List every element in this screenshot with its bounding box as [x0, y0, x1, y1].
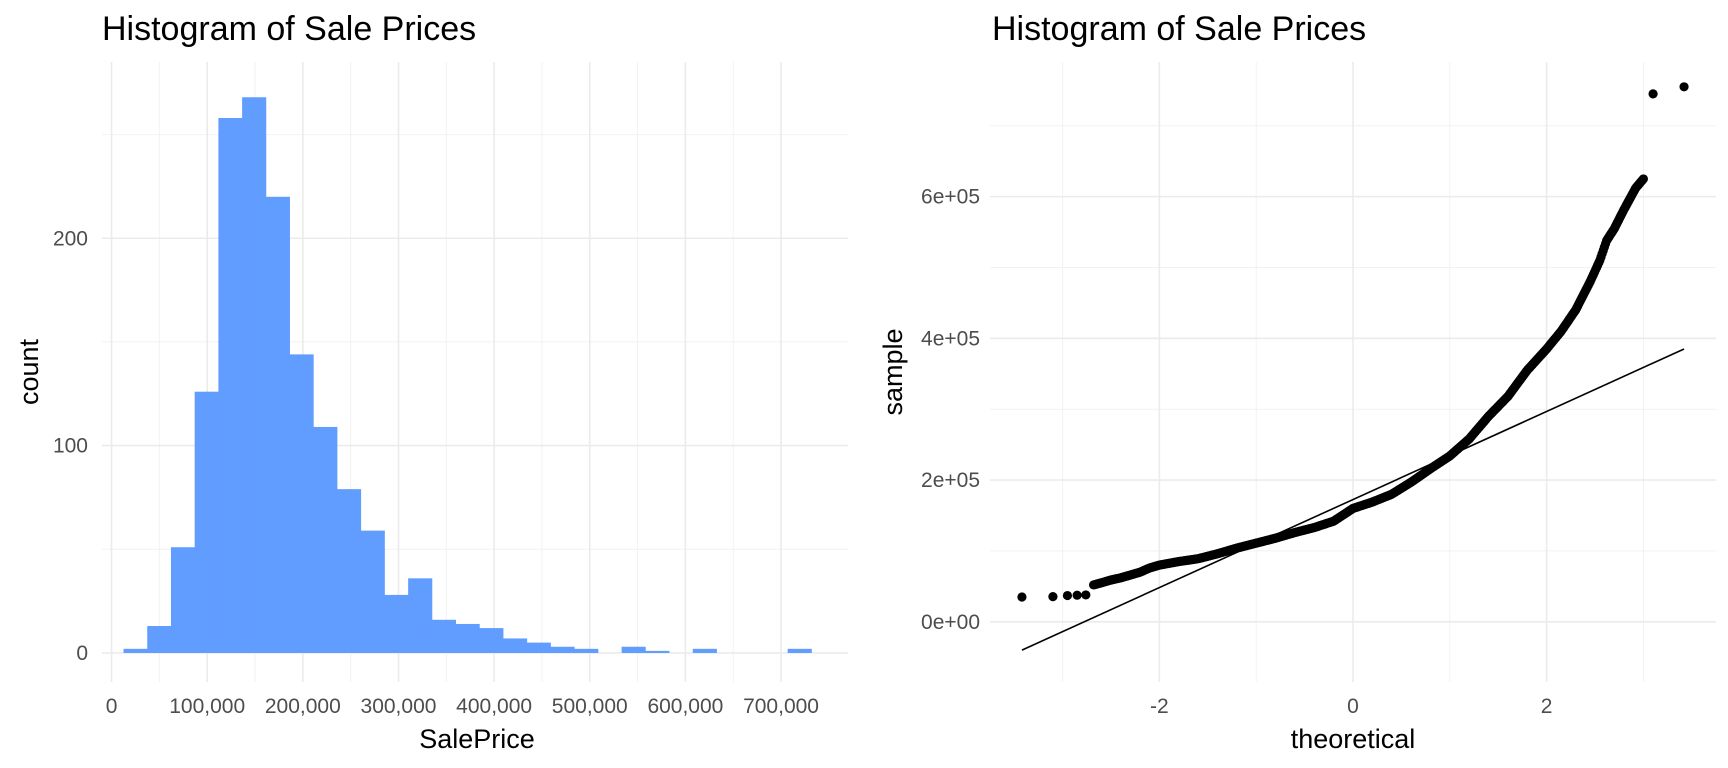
- histogram-bar: [479, 628, 504, 653]
- qq-point: [1648, 89, 1658, 99]
- histogram-y-tick-label: 100: [53, 435, 88, 458]
- qq-point: [1048, 592, 1058, 602]
- histogram-bar: [503, 638, 528, 653]
- histogram-bar: [147, 626, 172, 653]
- histogram-x-tick-label: 300,000: [361, 695, 437, 718]
- histogram-title: Histogram of Sale Prices: [102, 10, 476, 48]
- histogram-x-tick-label: 500,000: [552, 695, 628, 718]
- histogram-bar: [313, 426, 338, 653]
- qq-y-tick-label: 0e+00: [921, 611, 980, 634]
- qq-y-tick-label: 2e+05: [921, 469, 980, 492]
- qq-title: Histogram of Sale Prices: [992, 10, 1366, 48]
- histogram-bar: [336, 489, 362, 653]
- histogram-bar: [242, 97, 267, 653]
- qq-x-tick-label: 0: [1347, 695, 1359, 718]
- histogram-bar: [574, 648, 599, 653]
- qq-point: [1062, 590, 1073, 601]
- histogram-bar: [170, 547, 196, 653]
- qq-point: [1679, 82, 1689, 92]
- histogram-bar: [360, 530, 385, 653]
- histogram-bar: [550, 646, 575, 653]
- histogram-x-tick-label: 400,000: [456, 695, 532, 718]
- histogram-x-tick-labels: 0 100,000 200,000 300,000 400,000 500,000 600,…: [106, 695, 819, 718]
- histogram-bar: [455, 623, 480, 653]
- histogram-y-tick-label: 0: [76, 642, 88, 665]
- qq-gridlines: [990, 62, 1716, 682]
- qq-y-axis-title: sample: [878, 328, 908, 415]
- histogram-bar: [431, 619, 456, 653]
- qq-point: [1637, 175, 1647, 185]
- histogram-x-tick-label: 200,000: [265, 695, 341, 718]
- qq-points: [1017, 82, 1689, 602]
- histogram-x-axis-title: SalePrice: [419, 724, 535, 754]
- histogram-bar: [408, 578, 433, 653]
- histogram-y-tick-labels: 0 100 200: [53, 227, 88, 665]
- qq-point: [1081, 590, 1091, 600]
- histogram-bar: [289, 354, 314, 653]
- histogram-bar: [265, 196, 290, 653]
- histogram-x-tick-label: 0: [106, 695, 118, 718]
- histogram-bar: [526, 642, 551, 653]
- histogram-bar: [123, 648, 148, 653]
- qq-y-tick-labels: 0e+00 2e+05 4e+05 6e+05: [921, 186, 980, 634]
- histogram-bar: [621, 646, 646, 653]
- qq-x-tick-label: 2: [1541, 695, 1553, 718]
- histogram-bar: [218, 117, 243, 653]
- histogram-x-tick-label: 700,000: [743, 695, 819, 718]
- histogram-bar: [384, 594, 409, 653]
- histogram-panel: Histogram of Sale Prices 0 100,000 200,000…: [14, 10, 848, 754]
- qq-point: [1017, 592, 1027, 602]
- qq-point: [1072, 590, 1082, 600]
- qq-reference-line: [1021, 348, 1685, 651]
- qq-x-axis-title: theoretical: [1291, 724, 1416, 754]
- histogram-bar: [194, 391, 219, 653]
- qq-y-tick-label: 4e+05: [921, 327, 980, 350]
- qq-y-tick-label: 6e+05: [921, 186, 980, 209]
- qq-panel: Histogram of Sale Prices -2 0 2 0e+00 2e+05…: [878, 10, 1716, 754]
- histogram-x-tick-label: 600,000: [647, 695, 723, 718]
- histogram-bar: [787, 648, 812, 653]
- qq-reference-line-segment: [1021, 348, 1685, 651]
- histogram-bars: [123, 97, 812, 653]
- qq-x-tick-label: -2: [1150, 695, 1169, 718]
- qq-x-tick-labels: -2 0 2: [1150, 695, 1552, 718]
- histogram-y-tick-label: 200: [53, 227, 88, 250]
- histogram-y-axis-title: count: [14, 338, 44, 405]
- histogram-bar: [645, 650, 670, 653]
- histogram-bar: [692, 648, 717, 653]
- histogram-x-tick-label: 100,000: [169, 695, 245, 718]
